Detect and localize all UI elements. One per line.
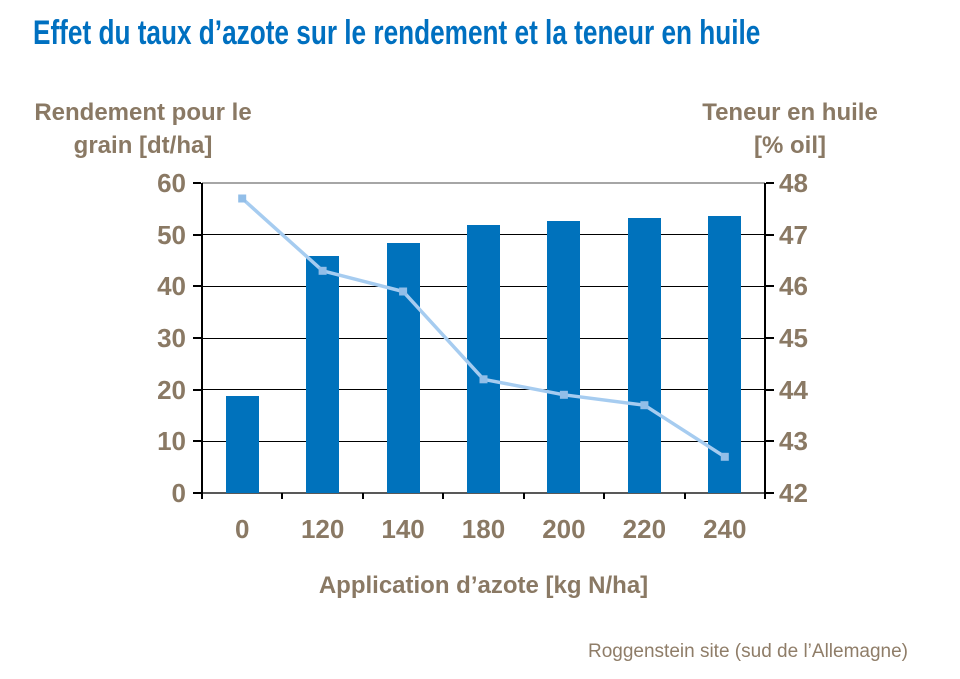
right-axis-tick bbox=[766, 337, 774, 339]
x-tick-label: 220 bbox=[622, 514, 667, 544]
left-axis-title: Rendement pour le grain [dt/ha] bbox=[34, 99, 252, 159]
oil-line-series bbox=[238, 194, 729, 461]
right-axis-tick bbox=[766, 182, 774, 184]
bar-rendement bbox=[627, 217, 661, 493]
oil-line-marker bbox=[479, 375, 488, 384]
plot-area bbox=[193, 182, 774, 499]
page-title: Effet du taux d’azote sur le rendement e… bbox=[33, 14, 761, 52]
x-axis-title: Application d’azote [kg N/ha] bbox=[318, 572, 649, 599]
y-tick-label-right: 42 bbox=[779, 478, 808, 508]
bar-rendement bbox=[467, 225, 500, 493]
y-tick-label-left: 0 bbox=[171, 478, 186, 508]
y-tick-label-left: 40 bbox=[157, 271, 186, 302]
x-axis-tick bbox=[522, 493, 525, 499]
x-axis-tick bbox=[442, 493, 445, 499]
x-tick-label: 140 bbox=[381, 514, 425, 544]
oil-line-marker bbox=[238, 194, 247, 203]
oil-line-marker bbox=[399, 287, 408, 296]
oil-line-marker bbox=[640, 401, 649, 410]
y-tick-label-right: 45 bbox=[779, 323, 808, 353]
y-tick-label-right: 47 bbox=[779, 219, 808, 250]
footnote: Roggenstein site (sud de l’Allemagne) bbox=[587, 641, 908, 662]
y-tick-label-right: 48 bbox=[779, 168, 808, 198]
x-axis-tick bbox=[201, 493, 203, 499]
left-axis-tick bbox=[193, 440, 201, 443]
right-axis-tick-labels: 42 43 44 45 46 47 48 bbox=[779, 170, 869, 506]
x-axis-tick bbox=[764, 493, 766, 499]
left-axis-tick-labels: 0 10 20 30 40 50 60 bbox=[0, 170, 186, 506]
right-axis-tick bbox=[766, 492, 774, 494]
x-axis-tick bbox=[281, 493, 284, 499]
x-axis-tick bbox=[603, 493, 606, 499]
bar-rendement bbox=[386, 242, 420, 493]
oil-line-marker bbox=[720, 452, 729, 461]
left-axis-tick bbox=[193, 492, 201, 494]
y-tick-label-right: 43 bbox=[779, 426, 808, 457]
oil-line-marker bbox=[318, 266, 327, 275]
y-tick-label-left: 30 bbox=[157, 323, 186, 353]
y-tick-label-right: 44 bbox=[779, 374, 808, 405]
left-axis-tick bbox=[193, 182, 201, 184]
x-tick-label: 240 bbox=[703, 514, 747, 544]
y-tick-label-left: 60 bbox=[157, 168, 186, 198]
bar-rendement bbox=[306, 255, 340, 493]
left-axis-tick bbox=[193, 233, 201, 236]
right-axis-title: Teneur en huile [% oil] bbox=[702, 99, 878, 159]
bar-rendement bbox=[225, 395, 259, 493]
right-axis-tick bbox=[766, 440, 774, 443]
left-axis-line bbox=[201, 183, 203, 493]
x-tick-label: 120 bbox=[300, 514, 345, 544]
bar-rendement bbox=[547, 220, 581, 493]
right-axis-line bbox=[764, 183, 766, 493]
right-axis-tick bbox=[766, 233, 774, 236]
left-axis-tick bbox=[193, 285, 201, 288]
x-axis-tick-labels: 0 120 140 180 200 220 240 bbox=[202, 516, 765, 548]
plot-top-border bbox=[202, 182, 765, 184]
x-tick-label: 200 bbox=[542, 514, 586, 544]
bar-rendement bbox=[708, 215, 742, 493]
x-axis-tick bbox=[683, 493, 686, 499]
oil-line-path bbox=[241, 197, 726, 459]
x-tick-label: 0 bbox=[234, 514, 250, 544]
left-axis-tick bbox=[193, 388, 201, 391]
x-axis-tick bbox=[361, 493, 364, 499]
y-tick-label-right: 46 bbox=[779, 271, 808, 302]
oil-line-marker bbox=[559, 390, 568, 399]
x-tick-label: 180 bbox=[461, 514, 506, 544]
right-axis-tick bbox=[766, 388, 774, 391]
right-axis-tick bbox=[766, 285, 774, 288]
left-axis-tick bbox=[193, 337, 201, 339]
y-tick-label-left: 50 bbox=[157, 219, 186, 250]
y-tick-label-left: 10 bbox=[157, 426, 186, 457]
y-tick-label-left: 20 bbox=[157, 374, 186, 405]
